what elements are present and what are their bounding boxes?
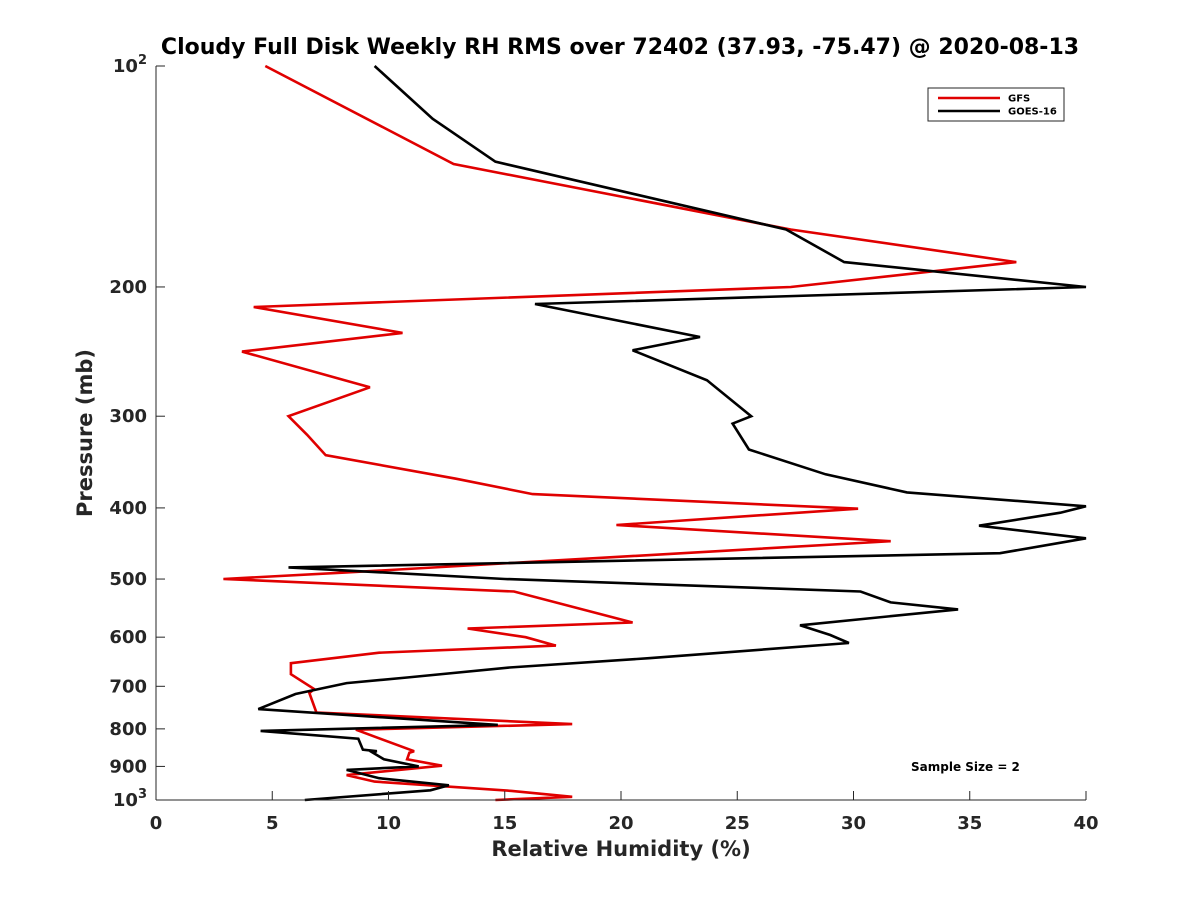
y-tick-label: 103: [113, 787, 147, 811]
chart-title: Cloudy Full Disk Weekly RH RMS over 7240…: [161, 35, 1079, 60]
series-layer: [223, 64, 1087, 802]
x-tick-label: 15: [492, 813, 517, 834]
plot-area: 0 5 10 15 20 25 30 35 40 102 200 300 400 500 600 700 80…: [109, 53, 1098, 834]
y-tick-label: 900: [109, 756, 147, 777]
x-ticks: 0 5 10 15 20 25 30 35 40: [150, 791, 1099, 834]
sample-size-annotation: Sample Size = 2: [911, 760, 1020, 774]
y-tick-label: 300: [109, 406, 147, 427]
x-tick-label: 20: [608, 813, 633, 834]
x-tick-label: 35: [957, 813, 982, 834]
x-tick-label: 40: [1073, 813, 1098, 834]
legend-label: GOES-16: [1008, 107, 1057, 118]
y-tick-label: 400: [109, 498, 147, 519]
legend-box: [927, 87, 1065, 122]
y-tick-label: 700: [109, 676, 147, 697]
series-line-goes-16: [257, 65, 1087, 802]
legend-label: GFS: [1008, 94, 1030, 105]
x-tick-label: 25: [725, 813, 750, 834]
series-line-gfs: [223, 64, 1017, 802]
x-tick-label: 30: [841, 813, 866, 834]
y-tick-label: 102: [113, 53, 147, 77]
x-axis-label: Relative Humidity (%): [491, 837, 750, 861]
y-tick-label: 200: [109, 277, 147, 298]
x-tick-label: 10: [376, 813, 401, 834]
y-tick-label: 800: [109, 719, 147, 740]
legend: GFS GOES-16: [927, 87, 1065, 122]
y-tick-label: 600: [109, 627, 147, 648]
y-axis-label: Pressure (mb): [73, 349, 97, 517]
x-tick-label: 0: [150, 813, 163, 834]
x-tick-label: 5: [266, 813, 279, 834]
y-tick-label: 500: [109, 569, 147, 590]
y-ticks: 102 200 300 400 500 600 700 800 900 103: [109, 53, 165, 811]
